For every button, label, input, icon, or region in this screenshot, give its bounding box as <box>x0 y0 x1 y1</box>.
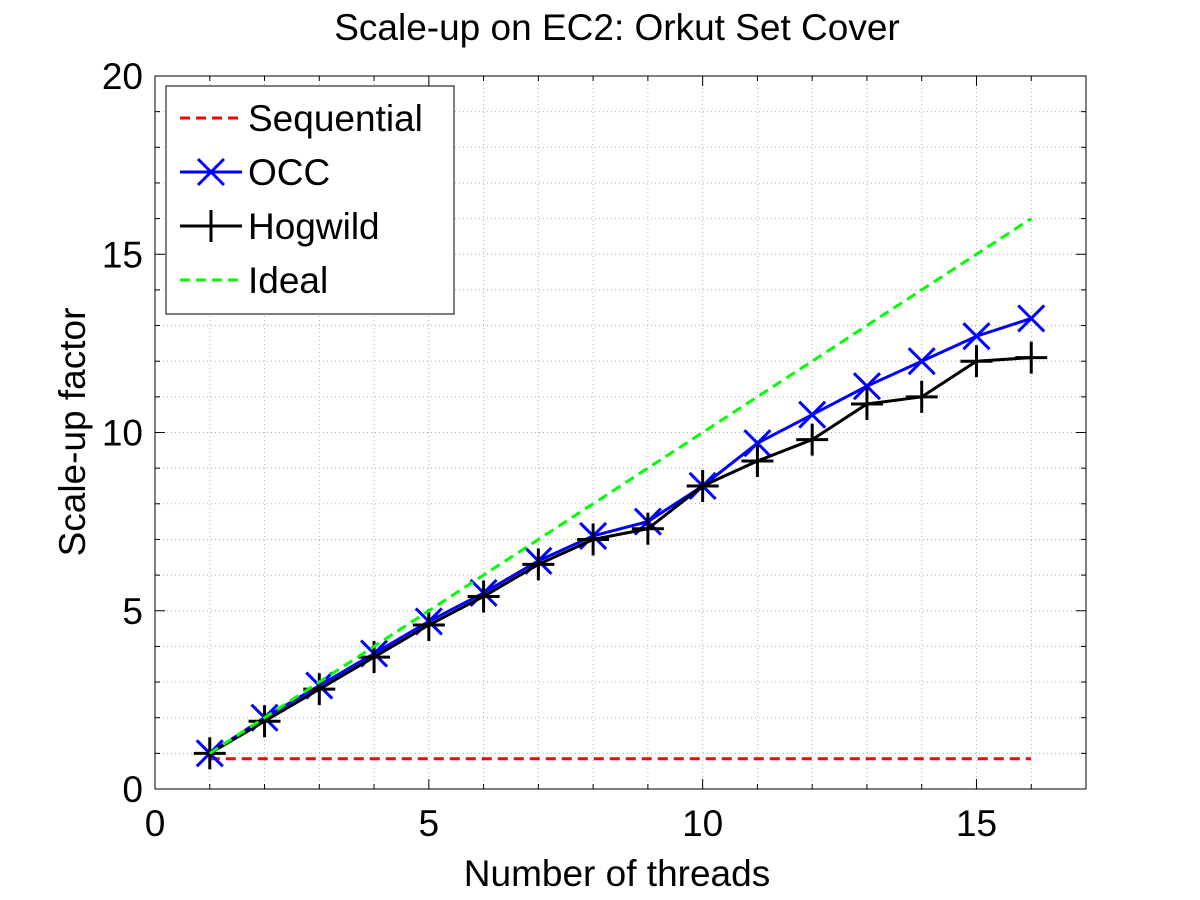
data-point-hogwild <box>1015 341 1048 374</box>
data-point-hogwild <box>577 523 610 556</box>
data-point-occ-stroke <box>1017 304 1046 333</box>
legend-label-occ: OCC <box>248 152 330 193</box>
series-line-occ <box>208 316 1032 755</box>
data-point-occ-stroke <box>907 347 936 376</box>
y-tick-label: 0 <box>122 769 143 810</box>
ticks-layer: 0 5 10 15 0 5 10 15 20 <box>102 56 1086 844</box>
data-point-hogwild <box>796 423 829 456</box>
legend-marker-hogwild <box>195 210 227 242</box>
y-tick-label: 20 <box>102 56 143 97</box>
data-point-hogwild <box>522 548 555 581</box>
data-point-hogwild <box>960 345 993 378</box>
data-point-occ-stroke <box>798 400 827 429</box>
x-axis-label: Number of threads <box>464 853 770 894</box>
data-point-hogwild <box>412 609 445 642</box>
data-point-hogwild <box>467 580 500 613</box>
legend-label-sequential: Sequential <box>248 98 423 139</box>
legend-box <box>165 85 455 315</box>
legend-marker-occ-stroke <box>196 157 226 187</box>
series-line-hogwild <box>209 356 1032 755</box>
data-point-hogwild <box>686 469 719 502</box>
legend-label-ideal: Ideal <box>248 260 328 301</box>
data-point-occ <box>852 372 882 401</box>
x-tick-label: 5 <box>419 803 440 844</box>
y-tick-label: 15 <box>102 234 143 275</box>
legend-marker-occ <box>196 157 226 187</box>
data-point-occ <box>743 429 772 458</box>
y-tick-label: 10 <box>102 413 143 454</box>
data-point-hogwild <box>741 445 774 478</box>
data-point-hogwild <box>905 380 938 413</box>
data-point-occ <box>798 400 827 429</box>
chart-title: Scale-up on EC2: Orkut Set Cover <box>334 7 900 48</box>
data-point-hogwild <box>248 705 281 738</box>
data-point-occ <box>907 347 936 376</box>
data-point-occ <box>1017 304 1046 333</box>
data-point-occ-stroke <box>852 372 882 401</box>
data-point-hogwild <box>850 387 883 420</box>
series-line-ideal <box>208 217 1033 755</box>
data-point-occ <box>962 322 991 351</box>
legend-label-hogwild: Hogwild <box>248 206 380 247</box>
y-tick-label: 5 <box>122 591 143 632</box>
y-axis-label: Scale-up factor <box>52 308 93 557</box>
legend: Sequential OCC Hogwild Ideal <box>165 85 455 315</box>
x-tick-label: 10 <box>682 803 723 844</box>
x-tick-label: 15 <box>956 803 997 844</box>
data-point-hogwild <box>631 512 664 545</box>
series-layer <box>193 217 1048 770</box>
data-point-occ-stroke <box>962 322 991 351</box>
x-tick-label: 0 <box>145 803 166 844</box>
data-point-occ-stroke <box>743 429 772 458</box>
